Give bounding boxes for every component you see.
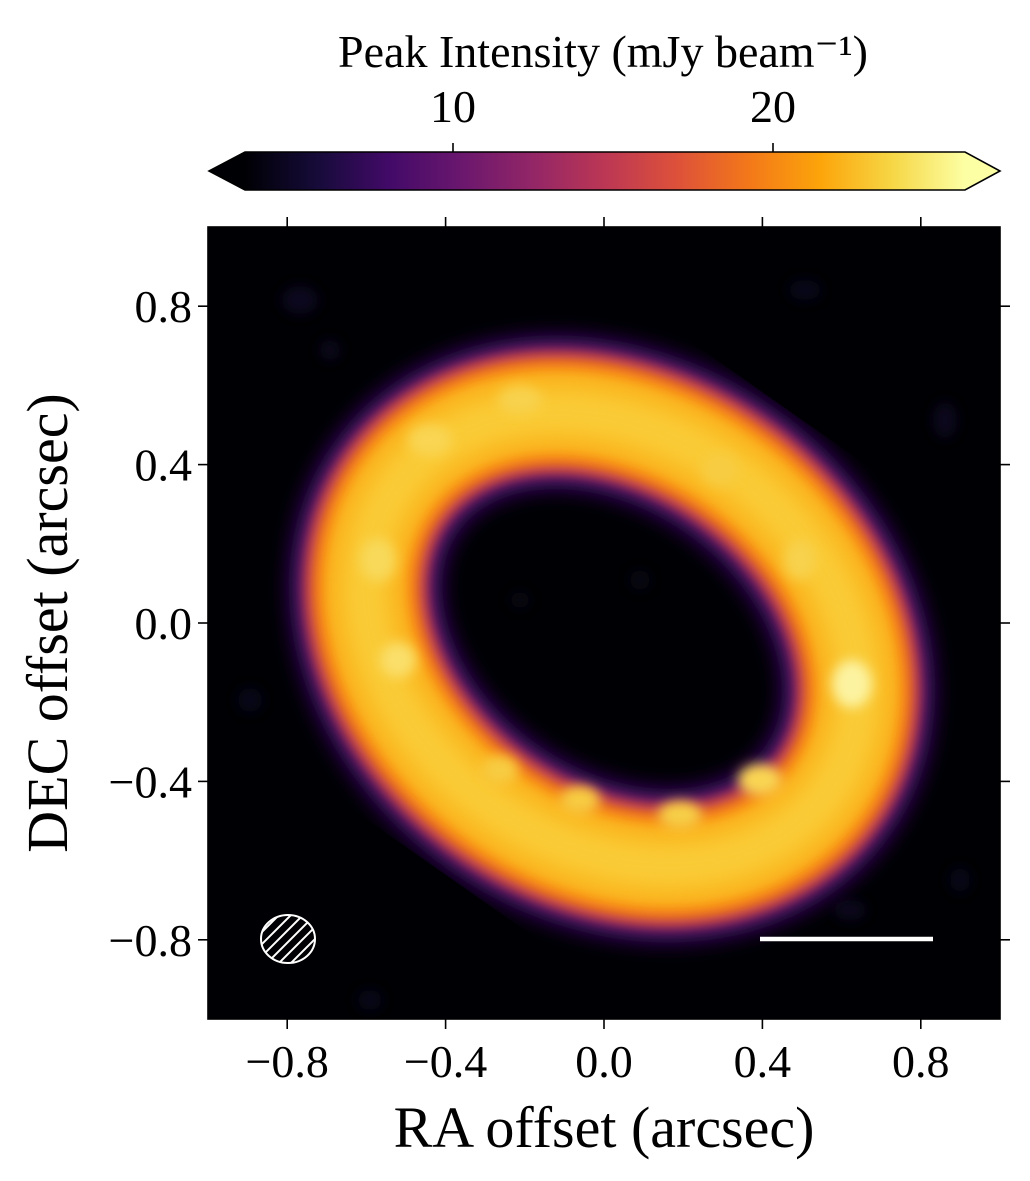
y-tick-label: 0.8 bbox=[135, 281, 193, 332]
y-tick-label: −0.4 bbox=[109, 756, 192, 807]
y-tick-label: −0.8 bbox=[109, 915, 192, 966]
colorbar-outline bbox=[207, 151, 1002, 191]
y-axis-ticks: −0.8 −0.4 0.0 0.4 0.8 bbox=[109, 281, 1010, 966]
x-tick-label: 0.8 bbox=[892, 1036, 950, 1087]
colorbar-gradient bbox=[245, 152, 965, 190]
x-tick-label: 0.0 bbox=[575, 1036, 633, 1087]
colorbar-extend-low bbox=[209, 152, 245, 190]
colorbar-ticks: 10 20 bbox=[430, 81, 796, 152]
x-tick-label: −0.8 bbox=[245, 1036, 328, 1087]
y-axis-label: DEC offset (arcsec) bbox=[15, 393, 80, 853]
colorbar-tick-label: 20 bbox=[750, 81, 796, 132]
ring-clumps bbox=[360, 386, 872, 829]
x-tick-label: 0.4 bbox=[734, 1036, 792, 1087]
x-axis-ticks: −0.8 −0.4 0.0 0.4 0.8 bbox=[245, 217, 950, 1087]
x-tick-label: −0.4 bbox=[404, 1036, 487, 1087]
y-tick-label: 0.4 bbox=[135, 440, 193, 491]
x-axis-label: RA offset (arcsec) bbox=[394, 1095, 815, 1160]
colorbar-tick-label: 10 bbox=[430, 81, 476, 132]
y-tick-label: 0.0 bbox=[135, 598, 193, 649]
background-noise bbox=[238, 280, 970, 1010]
colorbar-extend-high bbox=[965, 152, 1000, 190]
plot-area bbox=[208, 227, 1000, 1019]
colorbar-label: Peak Intensity (mJy beam⁻¹) bbox=[338, 26, 868, 77]
colorbar: 10 20 Peak Intensity (mJy beam⁻¹) bbox=[207, 26, 1002, 191]
